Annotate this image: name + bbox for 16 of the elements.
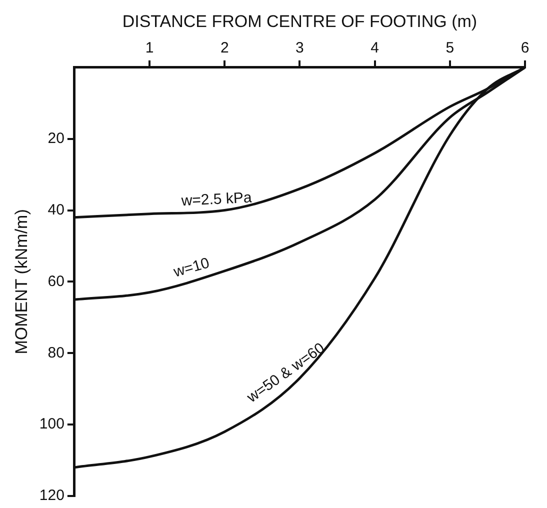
x-tick-label: 1	[145, 40, 154, 57]
x-tick-label: 3	[296, 40, 304, 57]
y-tick-label: 80	[48, 344, 64, 362]
annotation: w=2.5 kPa	[180, 189, 253, 210]
y-tick-label: 20	[48, 130, 64, 147]
annotation: w=10	[170, 254, 212, 282]
x-tick-label: 2	[220, 40, 229, 57]
y-tick-label: 100	[39, 416, 64, 433]
y-tick-label: 40	[48, 201, 64, 218]
x-tick-label: 4	[370, 40, 379, 57]
x-tick-label: 6	[520, 40, 530, 57]
y-axis-title: MOMENT (kNm/m)	[12, 209, 31, 354]
y-tick-label: 120	[39, 487, 64, 504]
x-axis-title: DISTANCE FROM CENTRE OF FOOTING (m)	[122, 12, 478, 31]
y-tick-label: 60	[48, 272, 64, 290]
x-tick-label: 5	[446, 40, 454, 57]
